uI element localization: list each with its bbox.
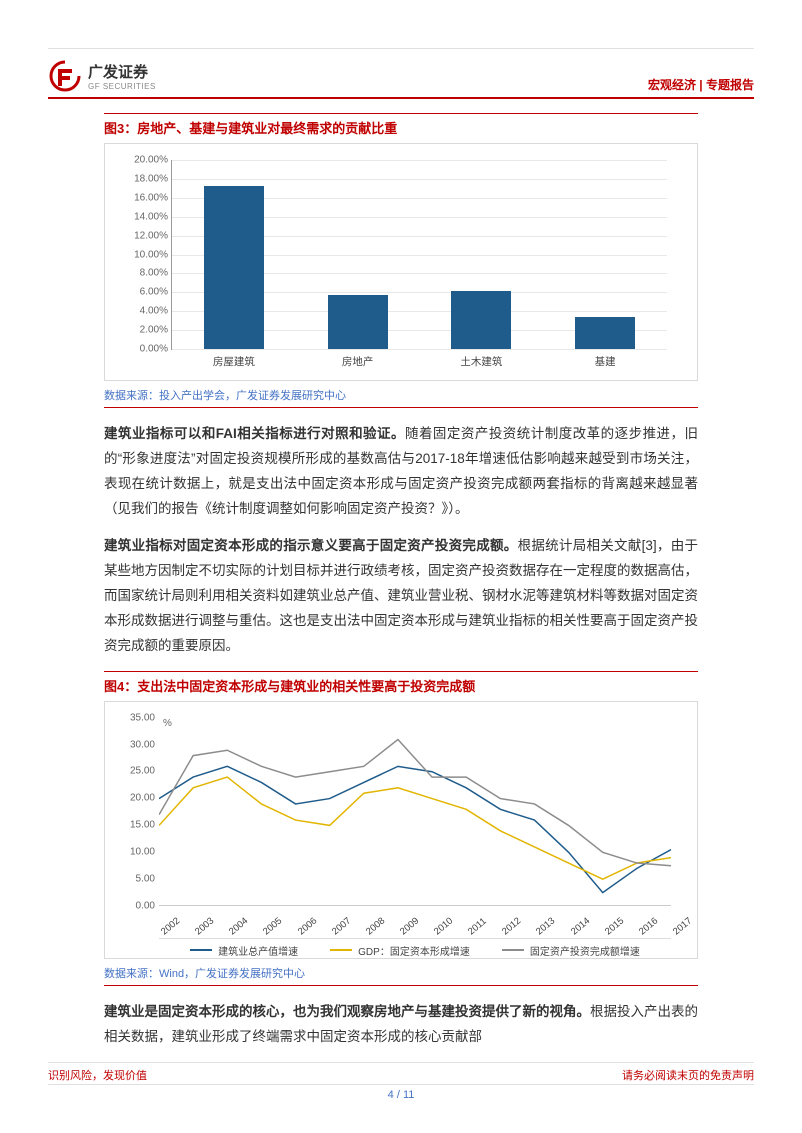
logo-icon [48,59,82,93]
page-total: 11 [403,1089,414,1101]
bar-3 [575,317,635,349]
figure3-source: 数据来源：投入产出学会，广发证券发展研究中心 [104,381,698,408]
figure4-chart: 0.005.0010.0015.0020.0025.0030.0035.0020… [104,701,698,959]
para2-lead: 建筑业指标对固定资本形成的指示意义要高于固定资产投资完成额。 [104,538,518,553]
footer-right: 请务必阅读末页的免责声明 [622,1067,754,1083]
paragraph-3: 建筑业是固定资本形成的核心，也为我们观察房地产与基建投资提供了新的视角。根据投入… [104,1000,698,1050]
page-footer: 识别风险，发现价值 请务必阅读末页的免责声明 [48,1062,754,1083]
logo-text-en: GF SECURITIES [88,82,156,91]
header-category: 宏观经济 | 专题报告 [648,76,754,93]
figure4-title: 图4：支出法中固定资本形成与建筑业的相关性要高于投资完成额 [104,671,698,701]
bar-1 [328,295,388,349]
page-number: 4 / 11 [0,1089,802,1101]
paragraph-2: 建筑业指标对固定资本形成的指示意义要高于固定资产投资完成额。根据统计局相关文献[… [104,534,698,659]
bar-2 [451,291,511,349]
logo: 广发证券 GF SECURITIES [48,59,156,93]
paragraph-1: 建筑业指标可以和FAI相关指标进行对照和验证。随着固定资产投资统计制度改革的逐步… [104,422,698,522]
para3-lead: 建筑业是固定资本形成的核心，也为我们观察房地产与基建投资提供了新的视角。 [104,1004,590,1019]
figure3-title: 图3：房地产、基建与建筑业对最终需求的贡献比重 [104,113,698,143]
bar-0 [204,186,264,349]
figure4-source: 数据来源：Wind，广发证券发展研究中心 [104,959,698,986]
para2-rest: 根据统计局相关文献[3]，由于某些地方因制定不切实际的计划目标并进行政绩考核，固… [104,538,698,653]
figure3-chart: 0.00%2.00%4.00%6.00%8.00%10.00%12.00%14.… [104,143,698,381]
page-content: 图3：房地产、基建与建筑业对最终需求的贡献比重 0.00%2.00%4.00%6… [48,99,754,1050]
para1-lead: 建筑业指标可以和FAI相关指标进行对照和验证。 [104,426,405,441]
page-header: 广发证券 GF SECURITIES 宏观经济 | 专题报告 [48,49,754,99]
footer-left: 识别风险，发现价值 [48,1067,147,1083]
page-sep: / [394,1089,403,1101]
logo-text-cn: 广发证券 [88,61,156,82]
